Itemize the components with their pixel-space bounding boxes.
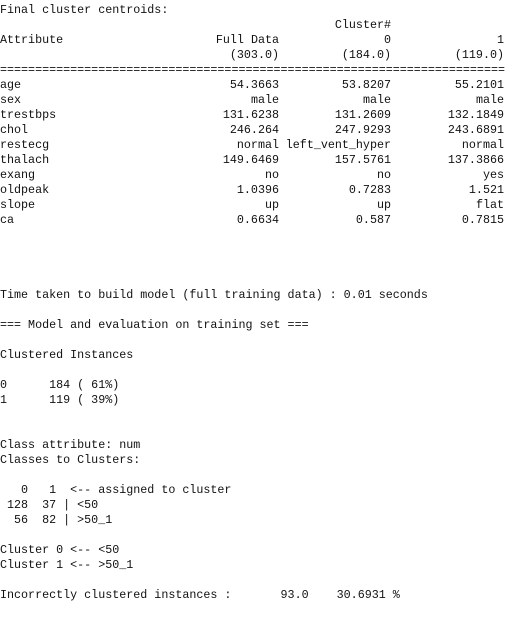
centroid-value: no <box>264 168 279 182</box>
attribute-name: exang <box>0 168 36 182</box>
column-header: 1 <box>496 33 504 47</box>
centroid-value: normal <box>236 138 279 152</box>
centroid-value: up <box>264 198 279 212</box>
centroid-value: flat <box>475 198 504 212</box>
instance-count: (119.0) <box>454 48 504 62</box>
output-line: Cluster 1 <-- >50_1 <box>0 558 134 572</box>
centroid-value: 1.521 <box>468 183 504 197</box>
output-line: 56 82 | >50_1 <box>0 513 113 527</box>
centroid-value: yes <box>482 168 504 182</box>
centroid-value: 53.8207 <box>341 78 391 92</box>
centroid-value: male <box>250 93 279 107</box>
attribute-name: chol <box>0 123 29 137</box>
output-line: Cluster 0 <-- <50 <box>0 543 120 557</box>
attribute-name: oldpeak <box>0 183 50 197</box>
output-line: Classes to Clusters: <box>0 453 141 467</box>
output-line: 128 37 | <50 <box>0 498 99 512</box>
separator: ========================================… <box>0 63 505 77</box>
output-line: 0 1 <-- assigned to cluster <box>0 483 232 497</box>
centroid-value: 243.6891 <box>447 123 504 137</box>
centroid-value: 1.0396 <box>236 183 279 197</box>
centroid-value: left_vent_hyper <box>285 138 391 152</box>
instance-count: (184.0) <box>341 48 391 62</box>
centroid-value: 137.3866 <box>447 153 504 167</box>
centroid-value: 0.6634 <box>236 213 279 227</box>
attribute-name: trestbps <box>0 108 57 122</box>
centroid-value: 149.6469 <box>222 153 279 167</box>
attribute-name: thalach <box>0 153 50 167</box>
centroid-value: 132.1849 <box>447 108 504 122</box>
centroid-value: 0.7283 <box>348 183 391 197</box>
column-header: 0 <box>383 33 391 47</box>
output-line: Incorrectly clustered instances : 93.0 3… <box>0 588 400 602</box>
attribute-name: slope <box>0 198 36 212</box>
output-line: Clustered Instances <box>0 348 134 362</box>
attribute-name: ca <box>0 213 15 227</box>
output-line: 0 184 ( 61%) <box>0 378 120 392</box>
centroid-value: up <box>376 198 391 212</box>
instance-count: (303.0) <box>229 48 279 62</box>
column-header: Full Data <box>215 33 279 47</box>
centroid-value: 131.6238 <box>222 108 279 122</box>
centroid-value: 55.2101 <box>454 78 504 92</box>
output-line: 1 119 ( 39%) <box>0 393 120 407</box>
attribute-name: sex <box>0 93 22 107</box>
centroid-value: 246.264 <box>229 123 279 137</box>
centroid-value: male <box>362 93 391 107</box>
centroid-value: normal <box>461 138 504 152</box>
output-line: === Model and evaluation on training set… <box>0 318 309 332</box>
attribute-name: restecg <box>0 138 50 152</box>
centroid-value: 0.587 <box>355 213 391 227</box>
centroid-value: 0.7815 <box>461 213 504 227</box>
centroid-value: male <box>475 93 504 107</box>
cluster-label: Cluster# <box>334 18 391 32</box>
centroid-value: no <box>376 168 391 182</box>
output-line: Class attribute: num <box>0 438 141 452</box>
centroid-value: 131.2609 <box>334 108 391 122</box>
centroid-value: 247.9293 <box>334 123 391 137</box>
centroid-value: 157.5761 <box>334 153 391 167</box>
centroid-value: 54.3663 <box>229 78 279 92</box>
section-title: Final cluster centroids: <box>0 3 169 17</box>
attribute-name: age <box>0 78 22 92</box>
column-header: Attribute <box>0 33 64 47</box>
output-line: Time taken to build model (full training… <box>0 288 428 302</box>
